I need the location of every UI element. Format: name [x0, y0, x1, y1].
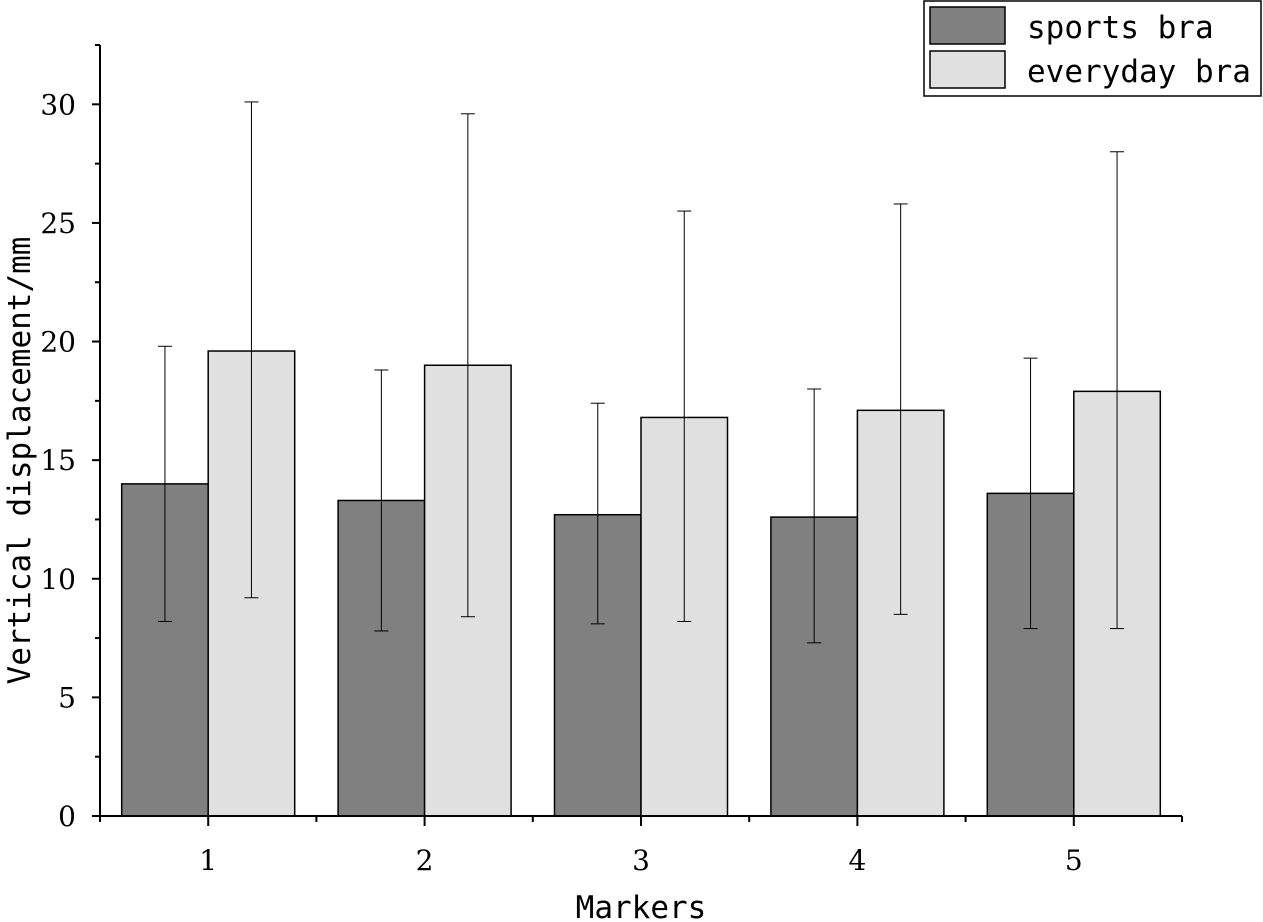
- x-tick-label-3: 3: [632, 844, 650, 877]
- x-tick-label-5: 5: [1065, 844, 1083, 877]
- bars-layer: [120, 350, 1162, 817]
- x-axis-title: Markers: [576, 890, 707, 922]
- y-tick-label-5: 5: [58, 681, 76, 714]
- y-tick-label-25: 25: [40, 207, 76, 240]
- y-axis-title: Vertical displacement/mm: [2, 237, 38, 685]
- y-tick-label-30: 30: [40, 88, 76, 121]
- y-tick-label-0: 0: [58, 800, 76, 833]
- legend: sports bra everyday bra: [923, 0, 1262, 97]
- error-bars-layer: [157, 101, 1125, 644]
- legend-label-everyday-bra: everyday bra: [1027, 54, 1251, 90]
- x-ticks: 1 2 3 4 5: [99, 816, 1183, 877]
- x-tick-label-1: 1: [199, 844, 217, 877]
- legend-swatch-everyday-bra: [929, 50, 1006, 89]
- y-tick-label-10: 10: [40, 563, 76, 596]
- legend-swatch-sports-bra: [929, 6, 1006, 45]
- legend-label-sports-bra: sports bra: [1027, 10, 1214, 46]
- x-tick-label-4: 4: [848, 844, 866, 877]
- y-tick-label-15: 15: [40, 444, 76, 477]
- y-ticks: 0 5 10 15 20 25 30: [40, 44, 100, 833]
- y-tick-label-20: 20: [40, 326, 76, 359]
- x-tick-label-2: 2: [416, 844, 434, 877]
